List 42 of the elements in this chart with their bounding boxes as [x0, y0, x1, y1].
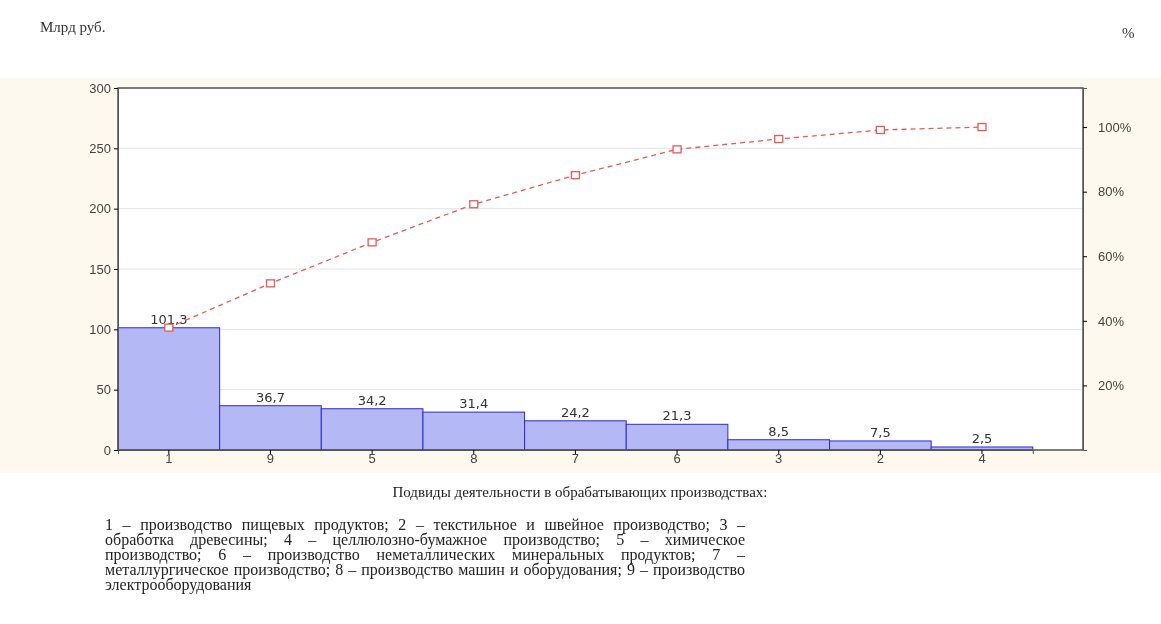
data-label: 36,7: [255, 389, 285, 405]
y-tick-label: 50: [96, 382, 111, 398]
y-tick-label: 150: [89, 261, 111, 277]
x-tick-label: 1: [165, 451, 173, 466]
y2-tick-label: 60%: [1098, 248, 1125, 264]
x-tick-label: 9: [266, 451, 275, 466]
point: [265, 279, 276, 288]
data-label: 101,3: [150, 311, 188, 327]
data-label: 2,5: [971, 430, 993, 446]
point: [469, 200, 479, 209]
y-tick-label: 200: [89, 201, 111, 217]
x-tick-label: 2: [876, 451, 884, 466]
x-tick-label: 4: [978, 451, 986, 466]
data-label: 24,2: [560, 404, 590, 420]
y-tick-label: 0: [103, 442, 111, 458]
y-tick-label: 100: [89, 321, 111, 337]
x-tick-label: 7: [571, 451, 580, 466]
x-axis-title: Подвиды деятельности в обрабатывающих производствах:: [392, 484, 768, 500]
y-tick-label: 250: [89, 140, 111, 156]
point: [570, 171, 581, 180]
x-tick-label: 3: [775, 451, 783, 466]
data-label: 8,5: [768, 423, 790, 439]
text: 1 – производство пищевых продуктов; 2 – текстильное и швейное производство; 3 – обработка древесины; 4 – целлюлозно-бумажное производство; 5 – химическое производство; 6 – производство неметаллических минеральных продуктов; 7 – металлургическое производство; 8 – производство машин и оборудования; 9 – производство электрооборудования: [105, 516, 745, 593]
data-label: 7,5: [870, 424, 891, 440]
y2-tick-label: 20%: [1098, 378, 1125, 394]
data-label: 34,2: [357, 392, 387, 408]
y2-axis-title: %: [1122, 25, 1135, 41]
y-axis-title: Млрд руб.: [40, 19, 106, 35]
x-tick-label: 5: [368, 451, 376, 466]
data-label: 31,4: [459, 396, 489, 412]
y2-tick-label: 80%: [1098, 184, 1125, 200]
point: [977, 122, 987, 132]
x-tick-label: 8: [470, 451, 478, 466]
data-label: 21,3: [662, 408, 692, 424]
point: [774, 134, 784, 144]
x-tick-label: 6: [673, 451, 681, 466]
point: [367, 238, 377, 247]
y2-tick-label: 100%: [1098, 119, 1132, 135]
y2-tick-label: 40%: [1098, 313, 1125, 329]
point: [875, 125, 885, 135]
y-tick-label: 300: [89, 80, 111, 96]
point: [672, 145, 682, 154]
